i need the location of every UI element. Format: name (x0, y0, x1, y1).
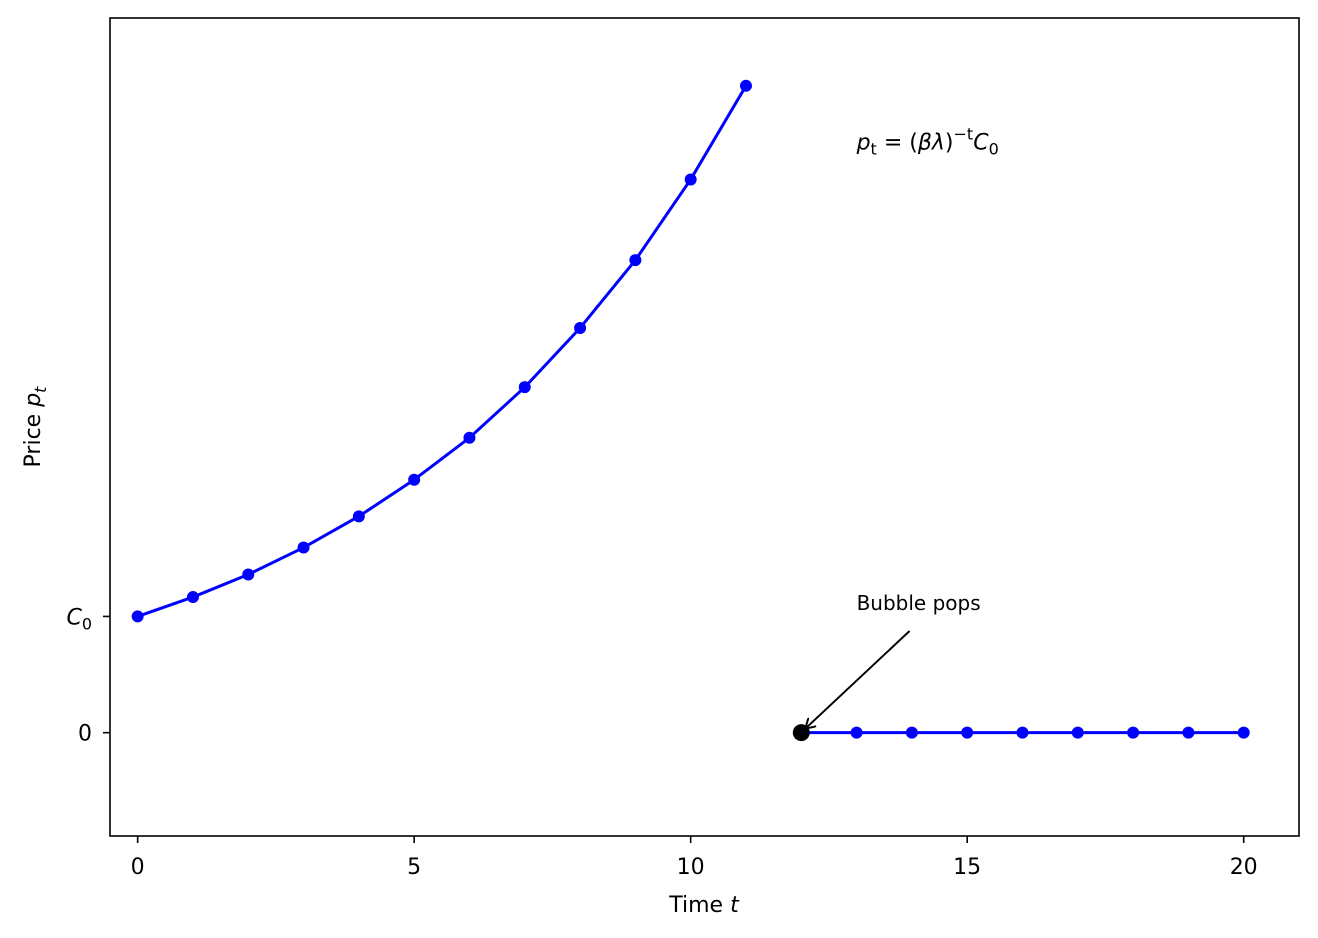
data-point (850, 726, 863, 739)
chart-annotations: Bubble pops pt = (βλ)−tC0 (805, 124, 999, 729)
data-point (242, 568, 255, 581)
y-tick-label: 0 (78, 722, 92, 747)
bubble-pops-annotation: Bubble pops (857, 591, 981, 615)
data-point (1071, 726, 1084, 739)
data-point (352, 510, 365, 523)
data-point (518, 381, 531, 394)
plot-area-frame (109, 17, 1300, 837)
x-tick-label: 5 (407, 855, 421, 880)
y-tick-label: C0 (66, 605, 92, 633)
data-point (1016, 726, 1029, 739)
data-point (905, 726, 918, 739)
data-point (408, 473, 421, 486)
data-point (297, 541, 310, 554)
y-axis-label: Price pt (21, 386, 50, 468)
data-point (1182, 726, 1195, 739)
x-tick-label: 15 (953, 855, 981, 880)
data-point (1237, 726, 1250, 739)
data-point (684, 173, 697, 186)
data-series (131, 79, 1250, 742)
data-point (131, 610, 144, 623)
x-tick-label: 10 (677, 855, 705, 880)
data-point (739, 79, 752, 92)
axis-ticks: 0 5 10 15 20 0 C0 (66, 605, 1257, 880)
data-point (186, 591, 199, 604)
x-tick-label: 20 (1230, 855, 1258, 880)
data-point (1127, 726, 1140, 739)
data-point (463, 431, 476, 444)
data-point (961, 726, 974, 739)
x-axis-label: Time t (668, 893, 740, 918)
series-line (137, 85, 748, 618)
annotation-arrow (805, 630, 911, 729)
price-formula: pt = (βλ)−tC0 (856, 124, 999, 158)
data-point (629, 254, 642, 267)
x-tick-label: 0 (131, 855, 145, 880)
data-point (574, 321, 587, 334)
